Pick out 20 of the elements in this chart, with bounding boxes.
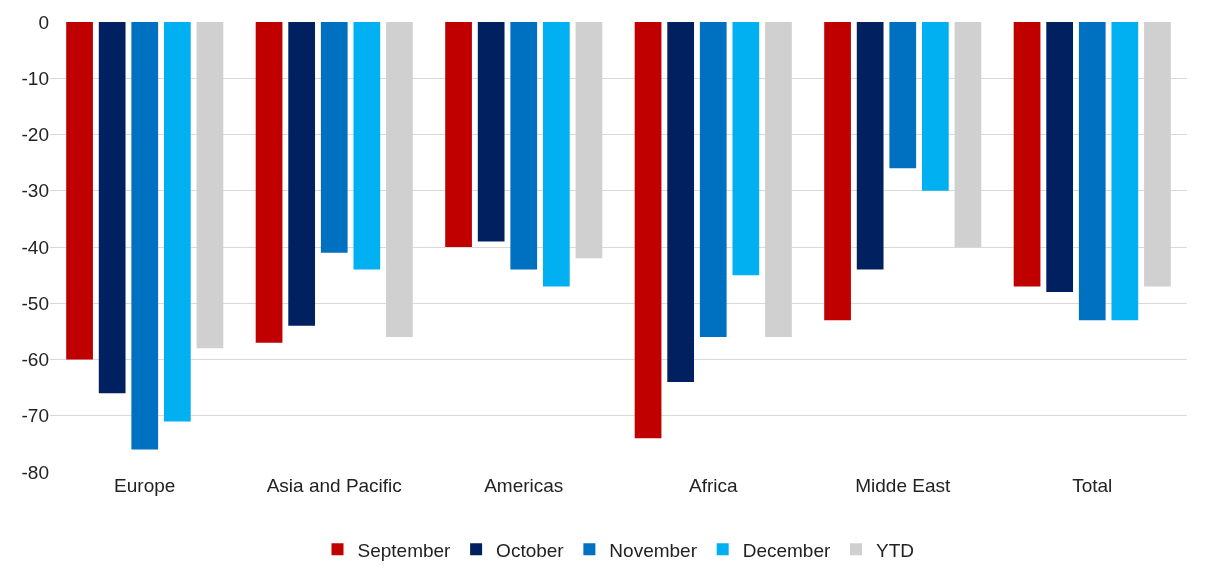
x-tick-label: Total xyxy=(1072,475,1113,496)
y-tick-label: -10 xyxy=(21,67,49,89)
legend-label: November xyxy=(609,539,698,561)
legend-label: December xyxy=(742,539,831,561)
y-tick-label: -40 xyxy=(21,236,49,258)
x-tick-label: Africa xyxy=(688,475,738,496)
legend-label: YTD xyxy=(876,539,914,561)
y-tick-label: -30 xyxy=(21,180,49,202)
legend-label: October xyxy=(496,539,565,561)
x-tick-label: Americas xyxy=(484,475,564,496)
x-tick-label: Midde East xyxy=(855,475,951,496)
y-tick-label: -70 xyxy=(21,405,49,427)
x-tick-label: Asia and Pacific xyxy=(266,475,402,496)
x-tick-label: Europe xyxy=(114,475,176,496)
y-tick-label: -50 xyxy=(21,292,49,314)
y-tick-label: -80 xyxy=(21,461,49,483)
y-tick-label: 0 xyxy=(38,11,49,33)
y-tick-label: -60 xyxy=(21,349,49,371)
y-tick-label: -20 xyxy=(21,124,49,146)
legend-label: September xyxy=(357,539,452,561)
